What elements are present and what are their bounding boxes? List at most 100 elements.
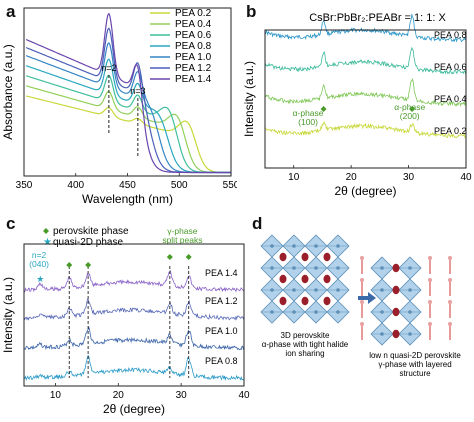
quasi2d-marker: ★: [36, 274, 44, 284]
xrd-curves-b: [264, 13, 466, 139]
pb-atom: [292, 288, 296, 292]
absorbance-axes: 350 400 450 500 550 Wavelength (nm) Absorbance…: [1, 7, 237, 206]
absorbance-line-PEA-0-4: [25, 85, 231, 174]
phase-marker: [320, 106, 327, 112]
pb-atom: [408, 288, 412, 292]
pb-atom: [380, 310, 384, 314]
x-tick-label: 500: [171, 180, 188, 191]
xrd-trace-PEA-1-4: [23, 270, 244, 293]
x-axis-label: 2θ (degree): [103, 402, 165, 416]
pb-atom: [314, 266, 318, 270]
pea-head: [448, 300, 452, 304]
pb-atom: [270, 288, 274, 292]
schematic-captions: 3D perovskite α-phase with tight halide io…: [262, 331, 462, 378]
cs-cation: [323, 274, 331, 284]
pb-atom: [408, 310, 412, 314]
perovskite-marker: [85, 262, 92, 268]
cs-cation: [392, 285, 400, 295]
pb-atom: [292, 266, 296, 270]
legend-label: PEA 1.2: [175, 63, 212, 74]
cs-cation: [301, 274, 309, 284]
pb-atom: [314, 310, 318, 314]
trace-label: PEA 1.4: [205, 268, 238, 278]
peak-annotations: n=2 n=3: [101, 63, 145, 158]
pb-atom: [408, 266, 412, 270]
3d-perovskite-lattice: [260, 234, 350, 324]
cs-cation: [279, 252, 287, 262]
trace-label: PEA 0.6: [434, 62, 467, 72]
xrd-chart-b: CsBr:PbBr₂:PEABr = 1: 1: X PEA 0.8 PEA 0.6…: [242, 12, 472, 198]
pea-head: [448, 278, 452, 282]
x-tick-label: 20: [346, 172, 358, 183]
gamma-marker: [185, 254, 192, 260]
cs-cation: [392, 307, 400, 317]
pea-head: [428, 256, 432, 260]
cs-cation: [392, 263, 400, 273]
pb-atom: [292, 244, 296, 248]
trace-label: PEA 0.8: [205, 356, 238, 366]
x-axis-label: Wavelength (nm): [82, 192, 173, 206]
x-tick-label: 10: [288, 172, 300, 183]
legend-label: PEA 1.0: [175, 52, 212, 63]
legend-quasi2d: quasi-2D phase: [53, 237, 123, 248]
pb-atom: [336, 310, 340, 314]
cs-cation: [279, 296, 287, 306]
cs-cation: [323, 296, 331, 306]
legend-star: ★: [43, 237, 52, 248]
pb-atom: [314, 244, 318, 248]
pb-atom: [270, 266, 274, 270]
x-tick-label: 10: [50, 390, 62, 401]
pea-head: [428, 322, 432, 326]
phase-label-200: α-phase (200): [394, 102, 425, 121]
plot-frame: [23, 243, 245, 387]
panel-letter-a: a: [6, 2, 16, 21]
absorbance-curves: [25, 12, 231, 174]
transform-arrow-shape: [358, 292, 376, 304]
x-tick-label: 550: [223, 180, 237, 191]
xrd-axes-c: 10 20 30 40 2θ (degree) Intensity (a.u.): [1, 243, 250, 416]
gamma-label: γ-phase split peaks: [162, 226, 202, 245]
legend-label: PEA 1.4: [175, 74, 212, 85]
xrd-labels-b: CsBr:PbBr₂:PEABr = 1: 1: X PEA 0.8 PEA 0.6…: [293, 12, 467, 136]
pb-atom: [270, 244, 274, 248]
trace-label: PEA 1.0: [205, 326, 238, 336]
cs-cation: [323, 252, 331, 262]
pb-atom: [292, 310, 296, 314]
peak-label: n=2: [101, 63, 116, 73]
pb-atom: [408, 332, 412, 336]
gamma-marker: [166, 254, 173, 260]
x-axis-label: 2θ (degree): [334, 184, 396, 198]
pb-atom: [336, 244, 340, 248]
x-tick-label: 40: [460, 172, 472, 183]
panel-letter-d: d: [252, 214, 263, 233]
xrd-trace-PEA-0-2: [264, 121, 466, 139]
y-axis-label: Intensity (a.u.): [242, 61, 256, 137]
phase-marker: [409, 106, 416, 112]
x-tick-label: 20: [113, 390, 125, 401]
pea-head: [448, 322, 452, 326]
phase-label-100: α-phase (100): [293, 108, 324, 127]
absorbance-line-PEA-0-6: [25, 74, 231, 174]
structure-schematic: 3D perovskite α-phase with tight halide io…: [260, 234, 462, 378]
n2-label: n=2 (040): [29, 250, 49, 269]
legend-perovskite: perovskite phase: [53, 226, 129, 237]
panel-letter-c: c: [6, 214, 16, 233]
pea-head: [428, 278, 432, 282]
legend-label: PEA 0.8: [175, 41, 212, 52]
trace-label: PEA 0.8: [434, 30, 467, 40]
x-tick-label: 400: [67, 180, 84, 191]
perovskite-marker: [66, 262, 73, 268]
xrd-trace-PEA-1-0: [23, 326, 244, 351]
pea-head: [360, 300, 364, 304]
pea-head: [360, 278, 364, 282]
panel-letter-b: b: [246, 2, 257, 21]
right-caption: low n quasi-2D perovskite γ-phase with la…: [369, 351, 461, 378]
y-axis-label: Intensity (a.u.): [1, 277, 15, 353]
pb-atom: [314, 288, 318, 292]
cs-cation: [301, 252, 309, 262]
pb-atom: [336, 266, 340, 270]
xrd-chart-c: PEA 1.4 PEA 1.2 PEA 1.0 PEA 0.8 perovskite p…: [1, 226, 250, 416]
trace-label: PEA 0.2: [434, 126, 467, 136]
pea-head: [360, 322, 364, 326]
